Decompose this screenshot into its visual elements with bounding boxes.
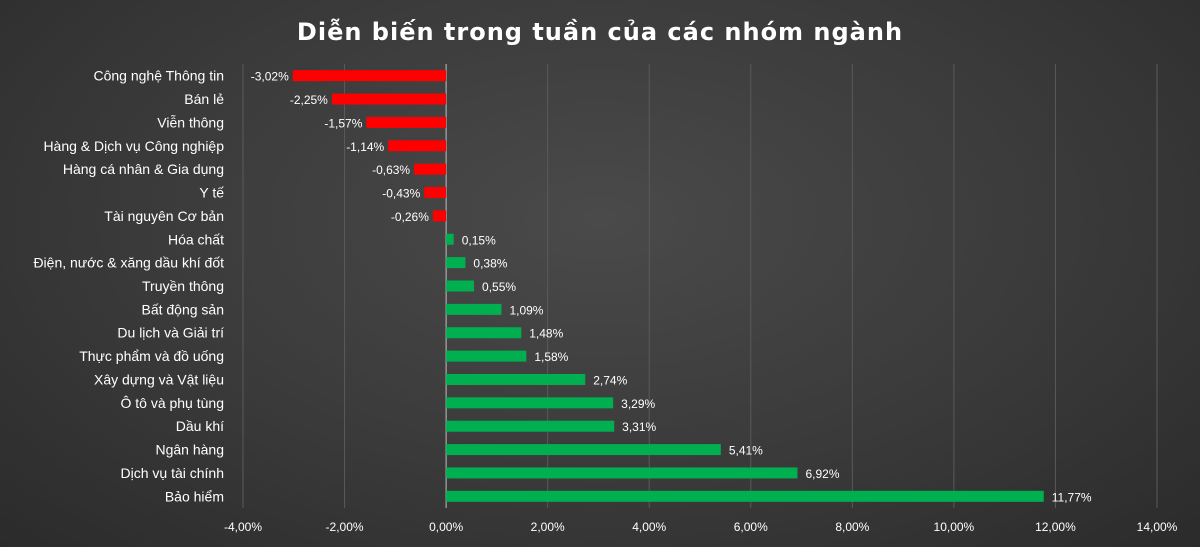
grid-layer (242, 64, 1158, 508)
bar (446, 280, 475, 292)
bar (414, 163, 447, 175)
bar (388, 140, 447, 152)
bar (446, 373, 586, 385)
bar (446, 327, 522, 339)
x-tick-label: 2,00% (531, 520, 565, 534)
data-label: 0,38% (473, 257, 507, 271)
data-label: 1,09% (509, 303, 543, 317)
category-label: Công nghệ Thông tin (93, 68, 224, 84)
bar (446, 444, 721, 456)
category-label: Bán lẻ (184, 91, 224, 107)
data-label: 0,55% (482, 280, 516, 294)
category-label: Điện, nước & xăng dầu khí đốt (33, 255, 224, 271)
category-label: Bất động sản (141, 301, 224, 317)
data-label: -0,63% (372, 163, 410, 177)
bar (446, 257, 466, 269)
data-label: 6,92% (805, 467, 839, 481)
bar (292, 70, 447, 82)
category-label: Truyền thông (142, 278, 224, 294)
x-tick-label: 10,00% (934, 520, 975, 534)
category-label: Hóa chất (168, 231, 224, 247)
category-label: Dịch vụ tài chính (121, 465, 225, 481)
bar (331, 93, 447, 105)
bar (432, 210, 447, 222)
category-label: Du lịch và Giải trí (117, 325, 224, 341)
data-label: 11,77% (1052, 490, 1092, 504)
category-label: Hàng & Dịch vụ Công nghiệp (43, 138, 224, 154)
x-tick-label: -2,00% (326, 520, 364, 534)
data-label: 5,41% (729, 444, 763, 458)
bar (446, 303, 502, 315)
data-label: 1,58% (534, 350, 568, 364)
x-tick-label: -4,00% (224, 520, 262, 534)
bar (446, 490, 1044, 502)
data-label: 0,15% (462, 233, 496, 247)
x-tick-label: 12,00% (1035, 520, 1076, 534)
bar (446, 420, 615, 432)
category-label: Dầu khí (176, 418, 224, 434)
x-tick-label: 6,00% (734, 520, 768, 534)
data-label: 3,31% (622, 420, 656, 434)
bar (446, 397, 614, 409)
category-label: Bảo hiểm (165, 488, 224, 504)
bar (446, 233, 454, 245)
x-tick-label: 8,00% (835, 520, 869, 534)
data-label: -0,26% (391, 210, 429, 224)
bar (446, 350, 527, 362)
chart-title: Diễn biến trong tuần của các nhóm ngành (297, 17, 903, 46)
data-label: -1,57% (324, 116, 362, 130)
category-label: Ngân hàng (155, 442, 224, 458)
category-label: Tài nguyên Cơ bản (104, 208, 224, 224)
bar (366, 116, 447, 128)
bar-layer (292, 70, 1044, 502)
category-label: Thực phẩm và đồ uống (79, 348, 224, 364)
data-label: 2,74% (593, 373, 627, 387)
bar (446, 467, 798, 479)
label-layer: -4,00% -2,00% 0,00% 2,00% 4,00% 6,00% 8,00% 10,… (33, 68, 1177, 534)
category-label: Y tế (199, 185, 224, 201)
data-label: 3,29% (621, 397, 655, 411)
category-label: Ô tô và phụ tùng (120, 395, 224, 411)
category-label: Viễn thông (157, 114, 224, 130)
bar (424, 187, 447, 199)
category-label: Xây dựng và Vật liệu (94, 371, 224, 387)
data-label: -1,14% (346, 140, 384, 154)
data-label: -0,43% (382, 187, 420, 201)
data-label: -3,02% (251, 70, 289, 84)
data-label: -2,25% (290, 93, 328, 107)
x-tick-label: 4,00% (632, 520, 666, 534)
x-tick-label: 0,00% (429, 520, 463, 534)
category-label: Hàng cá nhân & Gia dụng (63, 161, 224, 177)
x-tick-label: 14,00% (1137, 520, 1178, 534)
data-label: 1,48% (529, 327, 563, 341)
